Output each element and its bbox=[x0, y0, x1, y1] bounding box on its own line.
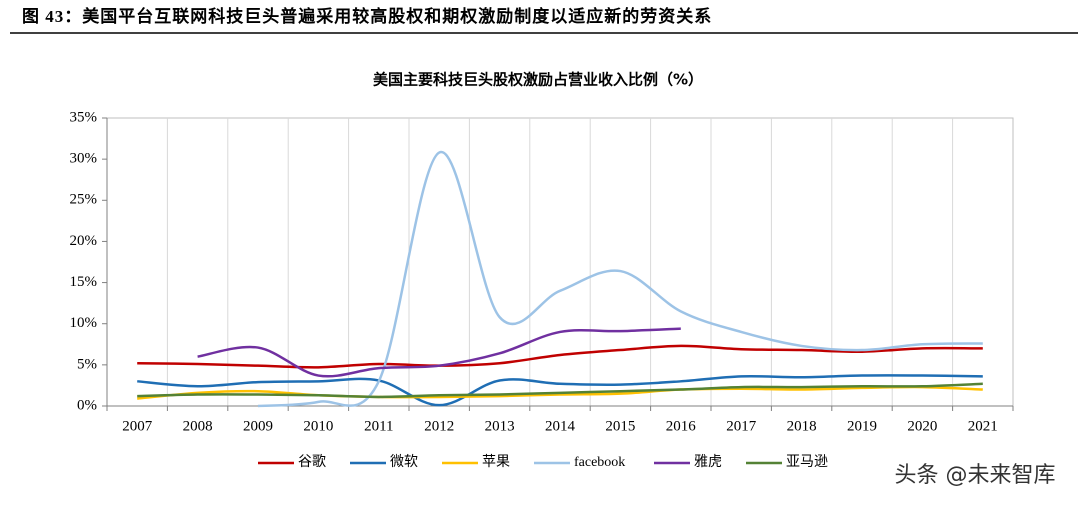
x-tick-label: 2011 bbox=[364, 418, 393, 434]
legend-label: 苹果 bbox=[482, 454, 510, 470]
x-tick-label: 2012 bbox=[424, 418, 454, 434]
legend-label: 微软 bbox=[390, 454, 418, 470]
y-tick-label: 5% bbox=[77, 356, 97, 372]
legend-label: facebook bbox=[574, 455, 625, 470]
watermark: 头条 @未来智库 bbox=[895, 463, 1056, 488]
x-tick-label: 2007 bbox=[122, 418, 153, 434]
series-line bbox=[137, 374, 983, 407]
x-tick-label: 2018 bbox=[787, 418, 817, 434]
series-line bbox=[257, 151, 983, 408]
figure-header: 图 43：美国平台互联网科技巨头普遍采用较高股权和期权激励制度以适应新的劳资关系 bbox=[22, 6, 712, 26]
x-tick-label: 2010 bbox=[303, 418, 333, 434]
x-tick-label: 2020 bbox=[907, 418, 937, 434]
x-tick-label: 2009 bbox=[243, 418, 273, 434]
x-tick-label: 2013 bbox=[485, 418, 515, 434]
series-line bbox=[137, 382, 983, 399]
x-tick-label: 2015 bbox=[605, 418, 635, 434]
y-tick-label: 35% bbox=[70, 109, 98, 125]
y-tick-label: 0% bbox=[77, 397, 97, 413]
chart-title: 美国主要科技巨头股权激励占营业收入比例（%） bbox=[373, 71, 703, 89]
plot-frame bbox=[106, 117, 1014, 407]
x-tick-label: 2014 bbox=[545, 418, 576, 434]
legend-label: 谷歌 bbox=[298, 454, 326, 470]
legend-label: 亚马逊 bbox=[786, 454, 828, 470]
y-tick-label: 10% bbox=[70, 315, 98, 331]
y-tick-label: 15% bbox=[70, 274, 98, 290]
legend-label: 雅虎 bbox=[694, 454, 722, 470]
x-tick-label: 2019 bbox=[847, 418, 877, 434]
y-tick-label: 25% bbox=[70, 192, 98, 208]
y-tick-label: 30% bbox=[70, 151, 98, 167]
series-line bbox=[197, 327, 681, 378]
x-tick-label: 2017 bbox=[726, 418, 757, 434]
y-tick-label: 20% bbox=[70, 233, 98, 249]
x-tick-label: 2016 bbox=[666, 418, 697, 434]
series-line bbox=[137, 385, 983, 400]
series-line bbox=[137, 344, 983, 369]
x-tick-label: 2008 bbox=[183, 418, 213, 434]
x-tick-label: 2021 bbox=[968, 418, 998, 434]
